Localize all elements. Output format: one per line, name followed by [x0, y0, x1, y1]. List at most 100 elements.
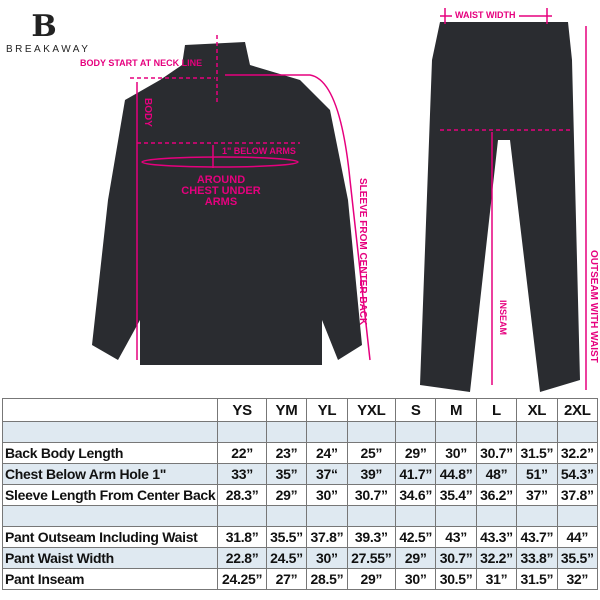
measurement-cell: 32.2” [475, 547, 518, 569]
measurement-cell: 39” [346, 463, 397, 485]
measurement-cell [346, 505, 397, 527]
measurement-cell [394, 505, 437, 527]
measurement-cell: 28.3” [217, 484, 267, 506]
table-row: Sleeve Length From Center Back 28.3” 29” 30… [1, 484, 599, 506]
size-header-row: YS YM YL YXL S M L XL 2XL [1, 398, 599, 422]
measurement-cell [556, 421, 599, 443]
table-row: Chest Below Arm Hole 1" 33” 35” 37“ 39” 41.7”… [1, 463, 599, 485]
size-header: YM [265, 398, 308, 422]
measurement-cell: 31.8” [217, 526, 267, 548]
measurement-cell [346, 421, 397, 443]
measurement-cell: 35” [265, 463, 308, 485]
table-row [1, 505, 599, 527]
measurement-cell: 35.4” [435, 484, 477, 506]
measurement-cell: 22.8” [217, 547, 267, 569]
row-label: Pant Waist Width [1, 547, 219, 569]
measurement-cell: 34.6” [394, 484, 437, 506]
measurement-cell: 23” [265, 442, 308, 464]
size-header: YL [306, 398, 348, 422]
annotation-around-chest: AROUND CHEST UNDER ARMS [181, 174, 261, 208]
row-label [1, 505, 219, 527]
measurement-cell: 33.8” [516, 547, 558, 569]
logo-mark: B [31, 9, 57, 44]
pants [420, 22, 580, 392]
measurement-cell: 22” [217, 442, 267, 464]
table-row: Pant Waist Width 22.8” 24.5” 30” 27.55” 29” 30… [1, 547, 599, 569]
size-header: M [435, 398, 477, 422]
size-header: YXL [346, 398, 397, 422]
measurement-cell: 30.5” [435, 568, 477, 590]
measurement-cell: 30.7” [475, 442, 518, 464]
row-label: Pant Inseam [1, 568, 219, 590]
measurement-cell: 31.5” [516, 442, 558, 464]
measurement-cell [556, 505, 599, 527]
measurement-cell: 44” [556, 526, 599, 548]
row-label: Pant Outseam Including Waist [1, 526, 219, 548]
row-label [1, 421, 219, 443]
table-row [1, 421, 599, 443]
jacket [92, 42, 362, 365]
measurement-cell: 33” [217, 463, 267, 485]
measurement-cell: 30.7” [435, 547, 477, 569]
annotation-inseam: INSEAM [498, 300, 508, 336]
measurement-cell: 25” [346, 442, 397, 464]
measurement-cell: 51” [516, 463, 558, 485]
measurement-cell: 54.3” [556, 463, 599, 485]
measurement-cell: 24.25” [217, 568, 267, 590]
measurement-cell: 31” [475, 568, 518, 590]
row-label: Back Body Length [1, 442, 219, 464]
measurement-cell [475, 505, 518, 527]
annotation-below-arms: 1" BELOW ARMS [222, 146, 296, 156]
measurement-cell: 37.8” [556, 484, 599, 506]
size-header: 2XL [556, 398, 599, 422]
measurement-cell: 35.5” [556, 547, 599, 569]
measurement-cell: 37“ [306, 463, 348, 485]
measurement-cell [435, 421, 477, 443]
measurement-cell: 29” [346, 568, 397, 590]
measurement-cell: 30” [394, 568, 437, 590]
annotation-outseam: OUTSEAM WITH WAIST [588, 250, 599, 363]
measurement-cell: 35.5” [265, 526, 308, 548]
measurement-cell [516, 505, 558, 527]
measurement-cell: 29” [394, 442, 437, 464]
measurement-cell: 29” [394, 547, 437, 569]
measurement-cell: 39.3” [346, 526, 397, 548]
row-label: Sleeve Length From Center Back [1, 484, 219, 506]
header-corner [1, 398, 219, 422]
garment-illustration [92, 8, 587, 392]
brand-logo: B BREAKAWAY [6, 9, 91, 56]
measurement-cell [265, 505, 308, 527]
measurement-cell: 30.7” [346, 484, 397, 506]
table-row: Back Body Length 22” 23” 24” 25” 29” 30” 30.7” 3… [1, 442, 599, 464]
size-header: YS [217, 398, 267, 422]
measurement-cell [217, 421, 267, 443]
measurement-cell [217, 505, 267, 527]
measurement-cell: 32.2” [556, 442, 599, 464]
measurement-cell [306, 421, 348, 443]
table-row: Pant Outseam Including Waist 31.8” 35.5” 37… [1, 526, 599, 548]
measurement-cell: 28.5” [306, 568, 348, 590]
measurement-cell: 42.5” [394, 526, 437, 548]
measurement-cell: 27.55” [346, 547, 397, 569]
measurement-cell: 24” [306, 442, 348, 464]
measurement-cell [475, 421, 518, 443]
measurement-cell: 30” [306, 547, 348, 569]
measurement-cell: 48” [475, 463, 518, 485]
measurement-cell: 27” [265, 568, 308, 590]
size-header: L [475, 398, 518, 422]
annotation-sleeve: SLEEVE FROM CENTER BACK [357, 178, 368, 326]
annotation-waist-width: WAIST WIDTH [452, 10, 519, 20]
measurement-cell: 37” [516, 484, 558, 506]
measurement-cell [435, 505, 477, 527]
measurement-cell: 30” [435, 442, 477, 464]
annotation-body-start: BODY START AT NECK LINE [80, 58, 203, 68]
measurement-cell: 30” [306, 484, 348, 506]
measurement-cell: 31.5” [516, 568, 558, 590]
brand-name: BREAKAWAY [6, 44, 91, 55]
size-header: XL [516, 398, 558, 422]
measurement-cell [394, 421, 437, 443]
row-label: Chest Below Arm Hole 1" [1, 463, 219, 485]
measurement-cell: 43” [435, 526, 477, 548]
measurement-cell: 43.3” [475, 526, 518, 548]
measurement-cell: 36.2” [475, 484, 518, 506]
